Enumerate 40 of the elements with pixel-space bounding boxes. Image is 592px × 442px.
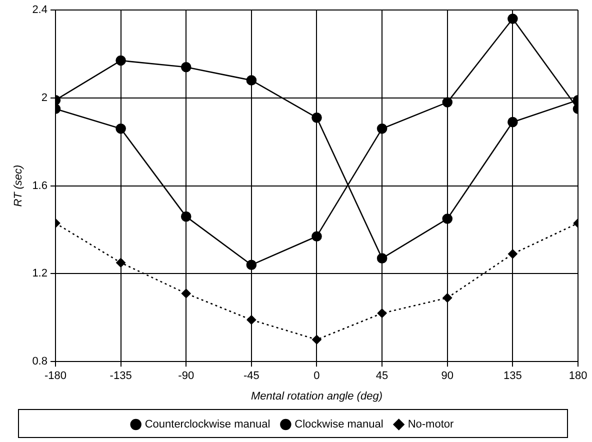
x-tick-label: -135 <box>110 370 132 382</box>
x-tick-label: 90 <box>441 370 454 382</box>
point <box>442 293 452 303</box>
y-tick-label: 0.8 <box>32 356 48 368</box>
y-tick-label: 1.2 <box>32 268 48 280</box>
x-tick-label: 0 <box>314 370 320 382</box>
y-tick-label: 1.6 <box>32 180 48 192</box>
y-tick-label: 2 <box>41 92 48 104</box>
point <box>442 97 453 108</box>
point <box>116 124 126 134</box>
x-tick-label: 135 <box>504 370 522 382</box>
y-tick-label: 2.4 <box>32 4 48 16</box>
point <box>312 334 322 344</box>
point <box>508 249 518 259</box>
point <box>376 253 388 264</box>
point <box>180 62 192 72</box>
point <box>442 214 453 224</box>
point <box>376 124 388 134</box>
y-axis-title: RT (sec) <box>12 164 25 207</box>
legend-label: Clockwise manual <box>294 418 384 431</box>
x-tick-label: -90 <box>178 370 194 382</box>
point <box>116 55 126 66</box>
point <box>181 288 191 298</box>
legend-label: No-motor <box>408 418 454 431</box>
legend-label: Counterclockwise manual <box>144 418 270 431</box>
point <box>116 258 126 268</box>
point <box>246 75 257 86</box>
point <box>246 260 257 270</box>
point <box>508 14 518 24</box>
x-tick-label: 180 <box>568 370 588 382</box>
point <box>246 315 256 324</box>
point <box>180 211 192 222</box>
x-axis-title: Mental rotation angle (deg) <box>251 390 383 402</box>
x-tick-label: 45 <box>376 370 388 382</box>
point <box>508 116 518 128</box>
point <box>312 112 322 123</box>
x-tick-label: -45 <box>243 370 260 382</box>
point <box>312 231 322 242</box>
point <box>377 308 387 318</box>
x-tick-label: -180 <box>44 370 67 382</box>
